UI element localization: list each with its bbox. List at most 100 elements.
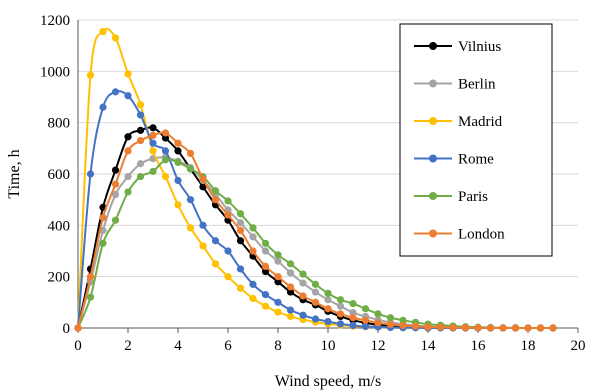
data-point — [549, 324, 557, 332]
data-point — [336, 302, 345, 310]
x-tick-label: 8 — [274, 338, 282, 354]
data-point — [149, 139, 157, 147]
y-tick-label: 800 — [48, 116, 71, 132]
data-point — [286, 312, 295, 321]
data-point — [274, 278, 282, 286]
legend-label: Madrid — [458, 114, 503, 130]
data-point — [361, 322, 370, 331]
data-point — [336, 296, 345, 304]
data-point — [299, 279, 307, 287]
data-point — [486, 324, 495, 332]
data-point — [261, 267, 270, 276]
grid-lines — [78, 19, 578, 278]
data-point — [161, 172, 170, 181]
data-point — [211, 260, 220, 268]
data-point — [299, 270, 307, 278]
series-london — [74, 129, 557, 332]
data-point — [274, 251, 282, 259]
legend-label: London — [458, 227, 505, 243]
data-point — [124, 92, 132, 100]
data-point — [224, 273, 232, 281]
data-point — [124, 172, 132, 181]
x-tick-label: 14 — [421, 338, 437, 354]
data-point — [399, 321, 407, 330]
data-point — [111, 190, 120, 199]
data-point — [261, 262, 270, 270]
data-point — [99, 214, 107, 222]
data-point — [199, 183, 207, 191]
x-tick-label: 16 — [471, 338, 487, 354]
legend: Vilnius Berlin Madrid Rome Paris London — [399, 23, 553, 257]
data-point — [136, 126, 145, 134]
data-point — [224, 211, 232, 219]
data-point — [274, 308, 282, 316]
x-tick-label: 12 — [371, 338, 386, 354]
data-point — [211, 187, 220, 195]
data-point — [236, 265, 245, 273]
data-point — [224, 247, 232, 255]
data-point — [86, 170, 95, 178]
data-point — [186, 149, 195, 158]
data-point — [236, 226, 245, 235]
x-tick-label: 6 — [224, 338, 232, 354]
legend-swatch-marker — [429, 79, 437, 88]
data-point — [286, 288, 295, 296]
y-tick-label: 200 — [48, 270, 71, 286]
y-tick-label: 1000 — [40, 64, 70, 80]
data-point — [261, 239, 270, 247]
data-point — [411, 322, 420, 330]
data-point — [261, 302, 270, 310]
x-tick-label: 4 — [174, 338, 182, 354]
data-point — [174, 201, 182, 209]
legend-swatch-marker — [429, 42, 437, 50]
data-point — [336, 320, 345, 328]
data-point — [149, 124, 157, 132]
data-point — [86, 71, 95, 79]
x-tick-label: 18 — [521, 338, 536, 354]
data-point — [249, 233, 257, 241]
data-point — [99, 27, 107, 36]
data-point — [386, 314, 395, 322]
y-tick-label: 0 — [63, 321, 71, 337]
series-layer — [74, 27, 557, 332]
legend-item-vilnius: Vilnius — [414, 39, 501, 55]
data-point — [424, 323, 432, 331]
data-point — [149, 131, 157, 140]
legend-swatch-marker — [429, 154, 437, 163]
data-point — [299, 311, 307, 319]
data-point — [274, 298, 282, 306]
data-point — [324, 317, 332, 326]
data-point — [311, 298, 320, 306]
data-point — [511, 324, 520, 332]
data-point — [124, 188, 132, 196]
data-point — [436, 323, 445, 331]
data-point — [161, 134, 170, 142]
data-point — [349, 309, 357, 317]
data-point — [99, 103, 107, 111]
data-point — [274, 273, 282, 281]
data-point — [136, 137, 145, 145]
data-point — [124, 133, 132, 141]
data-point — [386, 320, 395, 329]
data-point — [136, 172, 145, 181]
data-point — [236, 219, 245, 227]
data-point — [249, 247, 257, 255]
y-tick-label: 1200 — [40, 13, 70, 29]
data-point — [199, 221, 207, 229]
data-point — [111, 180, 120, 188]
data-point — [186, 196, 195, 204]
data-point — [374, 319, 382, 327]
x-tick-label: 20 — [571, 338, 586, 354]
legend-item-berlin: Berlin — [414, 77, 496, 93]
data-point — [186, 165, 195, 173]
data-point — [86, 273, 95, 281]
data-point — [249, 294, 257, 303]
data-point — [111, 216, 120, 224]
data-point — [324, 305, 332, 313]
data-point — [111, 34, 120, 42]
data-point — [174, 147, 182, 155]
data-point — [249, 224, 257, 232]
data-point — [449, 323, 457, 332]
data-point — [311, 315, 320, 323]
data-point — [261, 291, 270, 299]
